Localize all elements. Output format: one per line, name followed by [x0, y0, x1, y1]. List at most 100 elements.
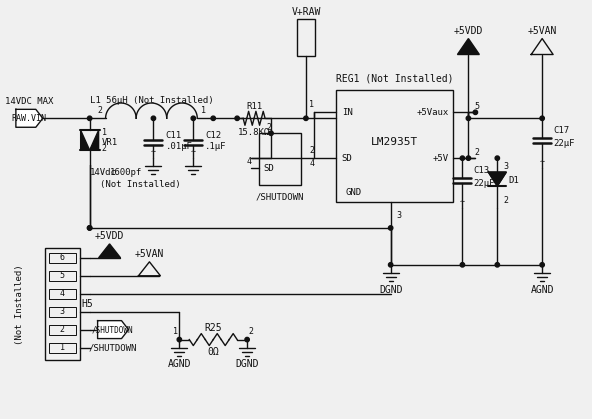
Polygon shape	[81, 130, 89, 150]
Circle shape	[540, 116, 545, 121]
Text: 1: 1	[201, 106, 206, 115]
Circle shape	[151, 116, 156, 121]
Text: C12: C12	[205, 131, 221, 140]
Circle shape	[177, 337, 182, 342]
Circle shape	[211, 116, 215, 121]
Text: L1 56μH (Not Installed): L1 56μH (Not Installed)	[89, 96, 213, 105]
Text: 2: 2	[475, 147, 480, 157]
Text: 2: 2	[249, 327, 253, 336]
Circle shape	[269, 131, 274, 135]
Circle shape	[245, 337, 249, 342]
Text: DGND: DGND	[379, 285, 403, 295]
Polygon shape	[458, 39, 480, 54]
Text: 14VDC MAX: 14VDC MAX	[5, 97, 53, 106]
Text: 6: 6	[60, 253, 65, 262]
Circle shape	[235, 116, 239, 121]
Text: 0Ω: 0Ω	[207, 347, 219, 357]
Circle shape	[495, 156, 500, 160]
Text: R11: R11	[246, 102, 262, 111]
Text: 14Vdc: 14Vdc	[89, 168, 117, 177]
Text: 1: 1	[60, 343, 65, 352]
Bar	[49, 307, 76, 317]
Text: 4: 4	[247, 157, 252, 166]
Circle shape	[304, 116, 308, 121]
Circle shape	[540, 263, 545, 267]
Text: 15.8KΩ: 15.8KΩ	[238, 128, 270, 137]
Circle shape	[473, 110, 478, 114]
Text: C17: C17	[553, 126, 570, 135]
Text: R25: R25	[204, 323, 222, 333]
Text: 2: 2	[97, 106, 102, 115]
Bar	[49, 289, 76, 299]
Text: RAW.VIN: RAW.VIN	[11, 114, 46, 123]
Text: 2: 2	[60, 325, 65, 334]
Bar	[49, 253, 76, 263]
Text: 3: 3	[503, 162, 509, 171]
Text: REG1 (Not Installed): REG1 (Not Installed)	[336, 73, 453, 83]
Bar	[259, 133, 301, 185]
Text: +5VDD: +5VDD	[95, 231, 124, 241]
Bar	[49, 271, 76, 281]
Text: ∼: ∼	[460, 197, 465, 206]
Polygon shape	[16, 109, 43, 127]
Circle shape	[191, 116, 195, 121]
Text: +5V: +5V	[432, 154, 449, 163]
Text: AGND: AGND	[168, 360, 191, 370]
Text: 3: 3	[60, 307, 65, 316]
Text: 3: 3	[396, 212, 401, 220]
Text: DGND: DGND	[236, 360, 259, 370]
Text: D1: D1	[509, 176, 519, 185]
Polygon shape	[98, 321, 128, 339]
Text: 1: 1	[173, 327, 178, 336]
Circle shape	[466, 116, 471, 121]
Text: 2: 2	[266, 123, 272, 132]
Bar	[45, 248, 80, 360]
Text: 2: 2	[102, 144, 107, 153]
Text: IN: IN	[342, 108, 353, 117]
Text: 2: 2	[310, 146, 314, 155]
Circle shape	[88, 116, 92, 121]
Text: +5Vaux: +5Vaux	[416, 108, 449, 117]
Circle shape	[466, 156, 471, 160]
Polygon shape	[89, 130, 99, 150]
Bar	[297, 18, 315, 57]
Text: /SHUTDOWN: /SHUTDOWN	[92, 325, 133, 334]
Polygon shape	[488, 172, 506, 186]
Text: 5: 5	[475, 102, 480, 111]
Text: VR1: VR1	[102, 138, 118, 147]
Text: ∼: ∼	[151, 147, 156, 156]
Text: 2: 2	[503, 196, 509, 204]
Text: 1: 1	[310, 100, 314, 109]
Text: ∼: ∼	[191, 147, 196, 156]
Circle shape	[88, 226, 92, 230]
Text: .01μF: .01μF	[165, 142, 192, 151]
Circle shape	[495, 263, 500, 267]
Text: SD: SD	[342, 154, 353, 163]
Text: C11: C11	[165, 131, 182, 140]
Text: 4: 4	[60, 289, 65, 298]
Text: /SHUTDOWN: /SHUTDOWN	[88, 343, 137, 352]
Text: SD: SD	[263, 164, 274, 173]
Bar	[49, 325, 76, 335]
Text: LM2935T: LM2935T	[371, 137, 419, 147]
Text: (Not Installed): (Not Installed)	[99, 180, 180, 189]
Bar	[49, 343, 76, 352]
Circle shape	[388, 263, 393, 267]
Polygon shape	[99, 244, 121, 258]
Text: 1600pf: 1600pf	[110, 168, 142, 177]
Text: 1: 1	[102, 128, 107, 137]
Text: GND: GND	[346, 188, 362, 197]
Circle shape	[388, 226, 393, 230]
Text: 22μF: 22μF	[474, 178, 495, 188]
Text: /SHUTDOWN: /SHUTDOWN	[256, 193, 304, 202]
Text: +5VAN: +5VAN	[527, 26, 557, 36]
Text: (Not Installed): (Not Installed)	[15, 264, 24, 345]
Circle shape	[460, 156, 465, 160]
Circle shape	[88, 226, 92, 230]
Text: 4: 4	[310, 159, 314, 168]
Text: V+RAW: V+RAW	[291, 7, 321, 17]
Text: +5VAN: +5VAN	[135, 249, 164, 259]
Text: H5: H5	[82, 299, 94, 309]
Text: .1μF: .1μF	[205, 142, 227, 151]
Text: +5VDD: +5VDD	[453, 26, 483, 36]
